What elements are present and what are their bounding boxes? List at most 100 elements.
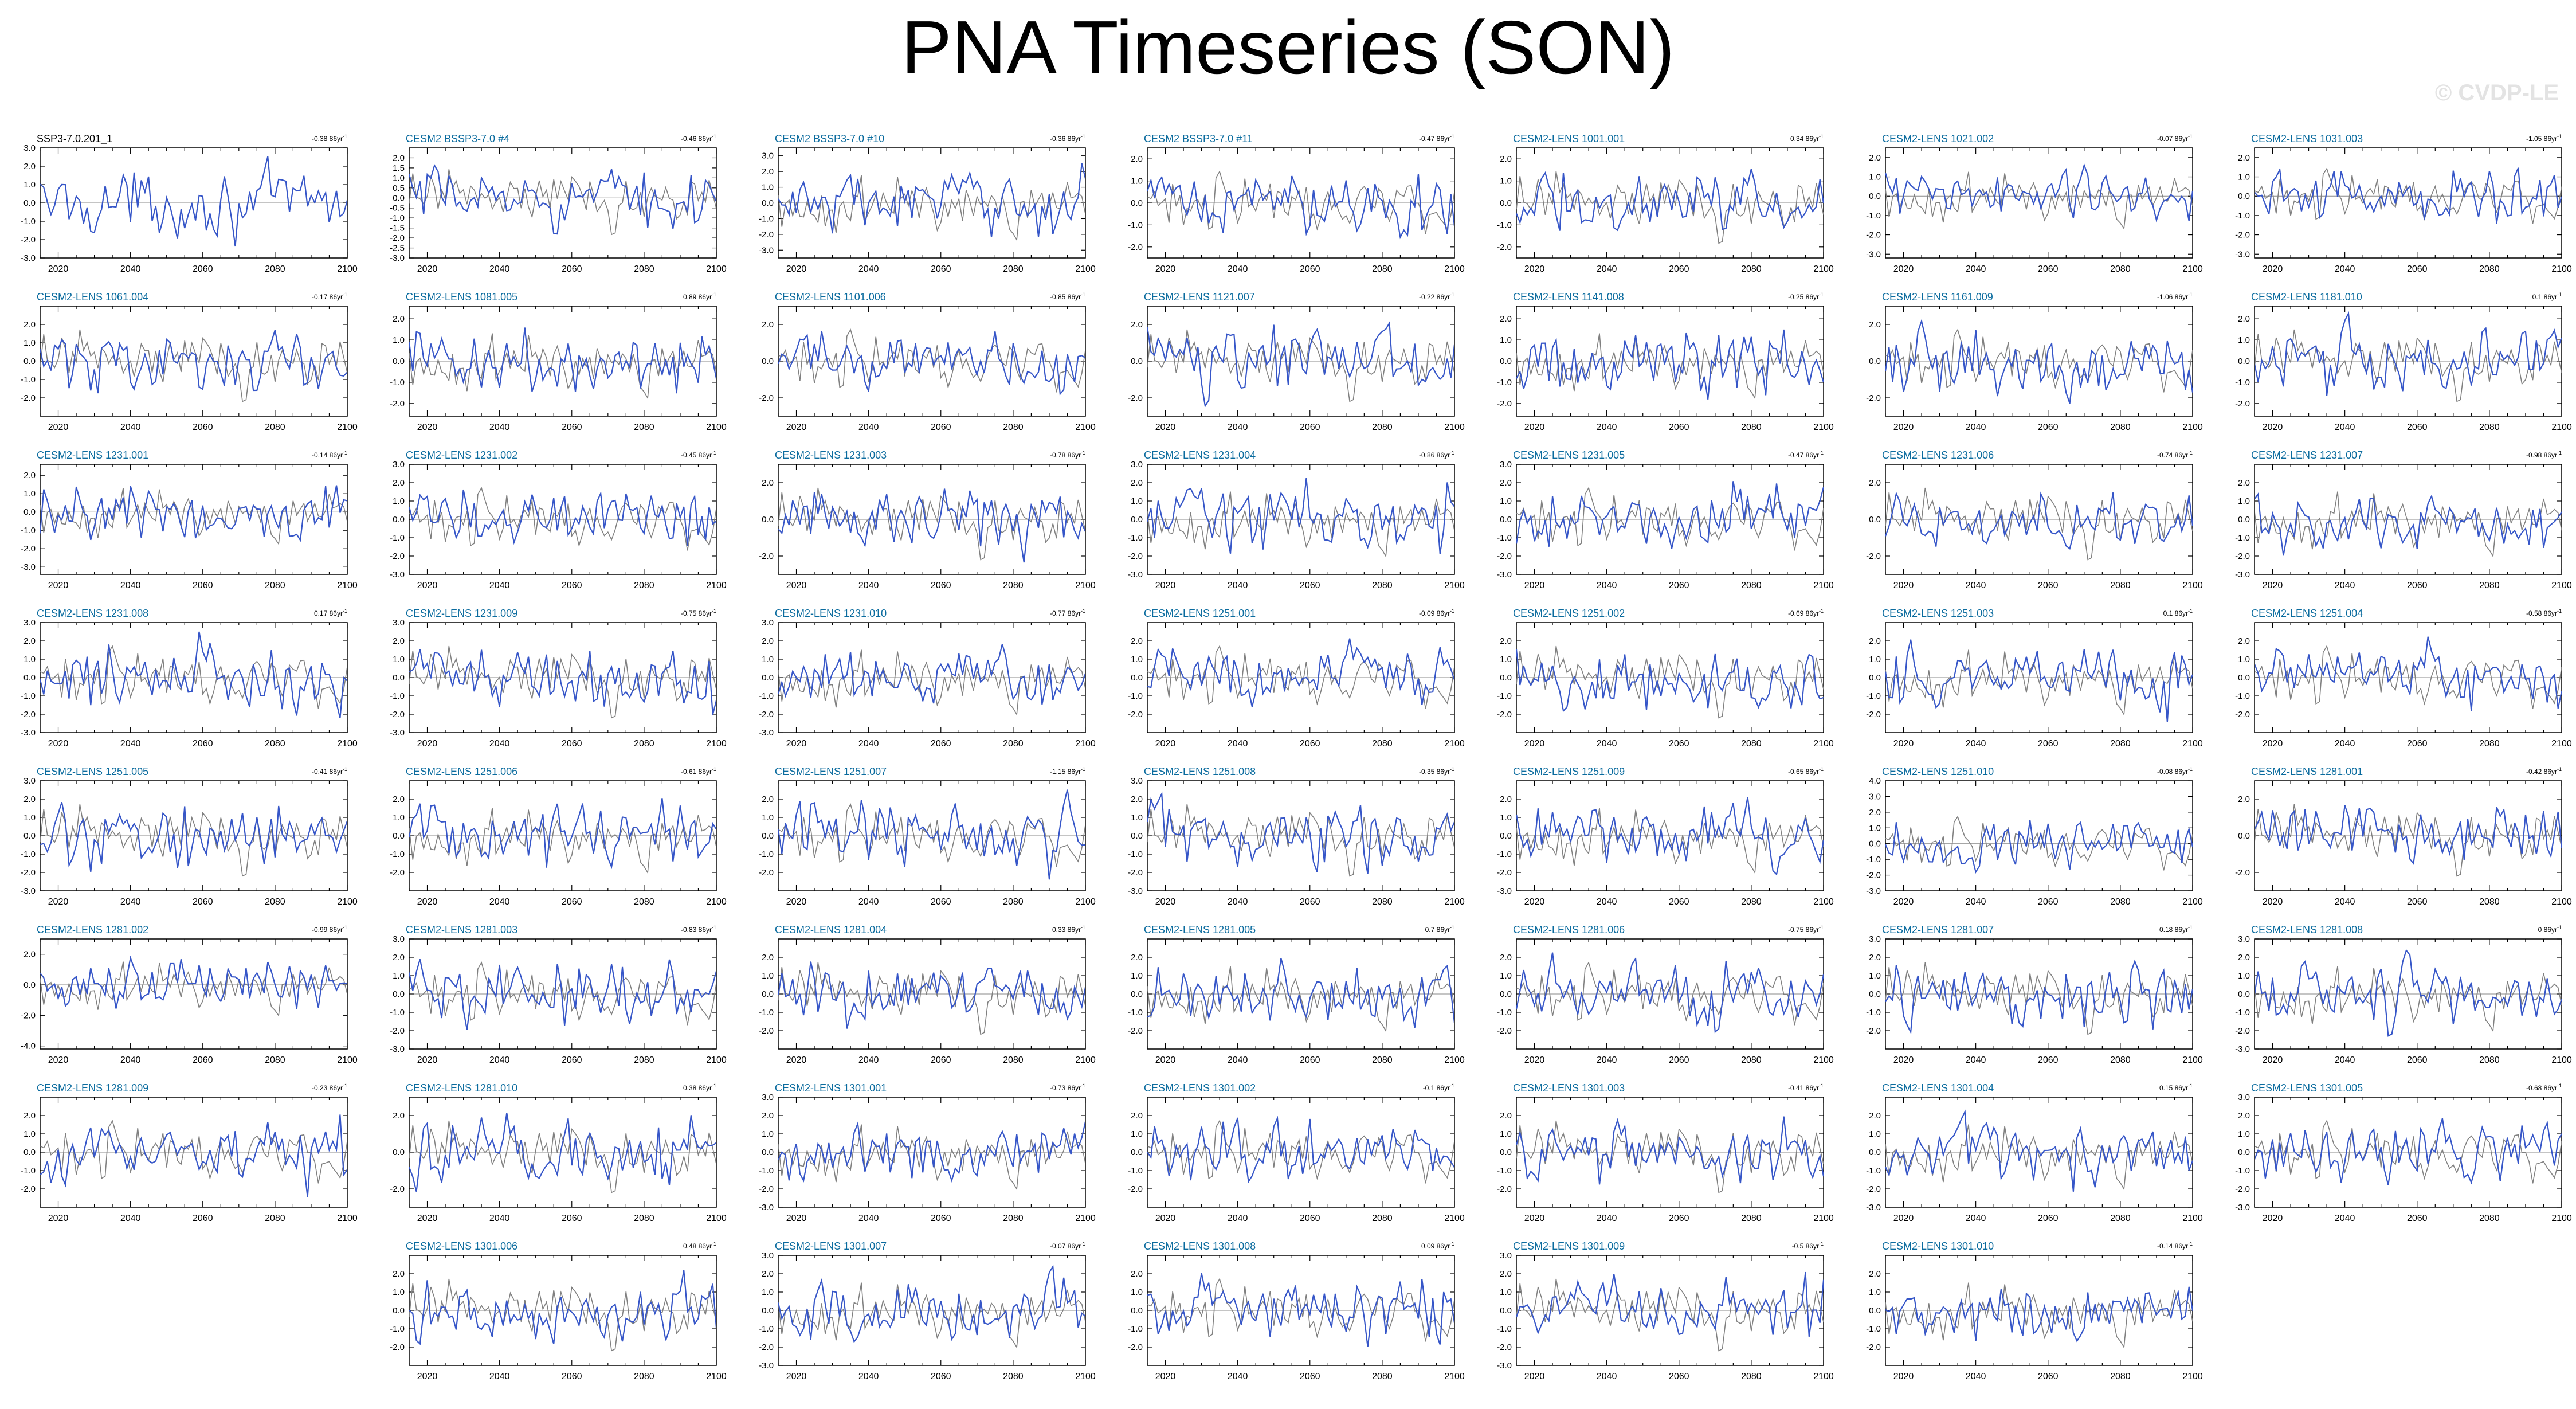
panel-trend: 0.1 86yr-1 [2532, 292, 2562, 301]
y-tick-label: 1.0 [393, 655, 405, 664]
member-series-line [1516, 169, 1824, 232]
reference-series-line [409, 169, 716, 236]
x-tick-label: 2080 [2479, 1214, 2500, 1223]
y-tick-label: 2.0 [1500, 1111, 1512, 1121]
y-tick-label: 2.0 [1131, 478, 1143, 488]
y-tick-label: 2.0 [23, 950, 36, 960]
x-tick-label: 2040 [1597, 422, 1617, 432]
panel-trend: 0.18 86yr-1 [2159, 925, 2193, 934]
panel-trend: -0.45 86yr-1 [681, 450, 716, 459]
panel-label: CESM2-LENS 1301.003 [1513, 1082, 1625, 1094]
x-tick-label: 2080 [1372, 897, 1393, 907]
reference-series-line [409, 1120, 716, 1193]
panel-trend: -0.23 86yr-1 [312, 1083, 347, 1092]
reference-series-line [778, 803, 1085, 867]
x-tick-label: 2100 [1813, 1214, 1834, 1223]
panel-label: CESM2-LENS 1031.003 [2251, 133, 2363, 144]
y-tick-label: 0.0 [762, 198, 774, 208]
y-tick-label: 2.0 [1869, 1111, 1881, 1121]
y-tick-label: 2.0 [393, 153, 405, 163]
panel-9: CESM2-LENS 1081.005 0.89 86yr-1 2.0 1.0 0.0 -… [390, 291, 727, 432]
reference-series-line [1147, 1120, 1454, 1184]
x-tick-label: 2080 [2110, 264, 2131, 274]
y-tick-label: 2.0 [2238, 1111, 2250, 1121]
y-tick-label: 1.0 [1131, 971, 1143, 981]
panel-39: CESM2-LENS 1281.005 0.7 86yr-1 2.0 1.0 0.0 -1… [1128, 924, 1465, 1065]
y-tick-label: 0.0 [1869, 515, 1881, 525]
panel-trend: -0.99 86yr-1 [312, 925, 347, 934]
y-tick-label: 2.0 [393, 1111, 405, 1121]
panel-6: CESM2-LENS 1021.002 -0.07 86yr-1 2.0 1.0 0.0… [1866, 133, 2203, 274]
member-series-line [778, 331, 1085, 396]
y-tick-label: 0.0 [1500, 831, 1512, 841]
x-tick-label: 2060 [1669, 581, 1689, 590]
y-tick-label: 0.0 [393, 989, 405, 999]
panel-54: CESM2-LENS 1301.010 -0.14 86yr-1 2.0 1.0 0.0… [1866, 1240, 2203, 1381]
y-tick-label: -1.0 [390, 1324, 405, 1334]
panel-trend: -0.25 86yr-1 [1788, 292, 1824, 301]
x-tick-label: 2040 [1597, 264, 1617, 274]
y-tick-label: 0.0 [393, 1148, 405, 1157]
x-tick-label: 2020 [417, 581, 438, 590]
x-tick-label: 2080 [1372, 581, 1393, 590]
reference-series-line [409, 333, 716, 400]
panel-trend: -0.86 86yr-1 [1419, 450, 1454, 459]
y-tick-label: 0.0 [1131, 989, 1143, 999]
x-tick-label: 2040 [489, 1372, 510, 1381]
x-tick-label: 2100 [706, 1372, 727, 1381]
x-tick-label: 2060 [931, 897, 951, 907]
x-tick-label: 2040 [120, 581, 141, 590]
y-tick-label: -2.0 [2235, 230, 2250, 240]
x-tick-label: 2020 [48, 739, 69, 749]
y-tick-label: -1.0 [1128, 1324, 1143, 1334]
y-tick-label: -1.0 [1497, 533, 1512, 543]
panel-label: CESM2-LENS 1301.005 [2251, 1082, 2363, 1094]
x-tick-label: 2080 [634, 897, 654, 907]
y-tick-label: -1.0 [1497, 691, 1512, 701]
x-tick-label: 2040 [489, 581, 510, 590]
y-tick-label: -1.0 [1128, 850, 1143, 859]
x-tick-label: 2020 [1893, 1055, 1914, 1065]
y-tick-label: -3.0 [759, 728, 774, 738]
panel-trend: -0.65 86yr-1 [1788, 766, 1824, 776]
x-tick-label: 2060 [2038, 897, 2059, 907]
member-series-line [1516, 649, 1824, 713]
x-tick-label: 2080 [1003, 1214, 1024, 1223]
y-tick-label: -4.0 [21, 1042, 36, 1051]
x-tick-label: 2040 [1228, 422, 1248, 432]
x-tick-label: 2100 [337, 581, 358, 590]
member-series-line [1885, 1109, 2193, 1192]
x-tick-label: 2060 [193, 422, 213, 432]
panel-label: CESM2-LENS 1251.003 [1882, 608, 1994, 619]
y-tick-label: 3.0 [762, 618, 774, 628]
reference-series-line [1885, 1124, 2193, 1191]
x-tick-label: 2060 [562, 581, 582, 590]
panel-label: CESM2-LENS 1301.002 [1144, 1082, 1256, 1094]
panel-31: CESM2-LENS 1251.007 -1.15 86yr-1 2.0 1.0 0.0… [759, 766, 1096, 907]
x-tick-label: 2060 [1300, 264, 1320, 274]
x-tick-label: 2080 [1741, 1055, 1762, 1065]
x-tick-label: 2080 [1003, 264, 1024, 274]
x-tick-label: 2060 [1300, 1214, 1320, 1223]
y-tick-label: -3.0 [21, 728, 36, 738]
member-series-line [1147, 478, 1454, 554]
y-tick-label: -2.0 [1497, 242, 1512, 252]
panel-14: CESM2-LENS 1181.010 0.1 86yr-1 2.0 1.0 0.0 -1… [2235, 291, 2572, 432]
x-tick-label: 2080 [1003, 1372, 1024, 1381]
panel-label: CESM2-LENS 1281.007 [1882, 924, 1994, 936]
y-tick-label: 2.0 [23, 794, 36, 804]
x-tick-label: 2040 [120, 1055, 141, 1065]
panel-label: CESM2-LENS 1281.002 [37, 924, 148, 936]
y-tick-label: -3.0 [390, 570, 405, 580]
panel-trend: -0.22 86yr-1 [1419, 292, 1454, 301]
y-tick-label: 1.0 [1500, 971, 1512, 981]
x-tick-label: 2020 [417, 422, 438, 432]
x-tick-label: 2040 [489, 422, 510, 432]
panel-1: SSP3-7.0.201_1 -0.38 86yr-1 3.0 2.0 1.0 0.0 -1… [21, 133, 358, 274]
panel-trend: -0.47 86yr-1 [1419, 134, 1454, 143]
x-tick-label: 2020 [1155, 422, 1176, 432]
panel-label: CESM2-LENS 1301.001 [775, 1082, 887, 1094]
y-tick-label: 0.5 [393, 183, 405, 193]
member-series-line [409, 649, 716, 715]
